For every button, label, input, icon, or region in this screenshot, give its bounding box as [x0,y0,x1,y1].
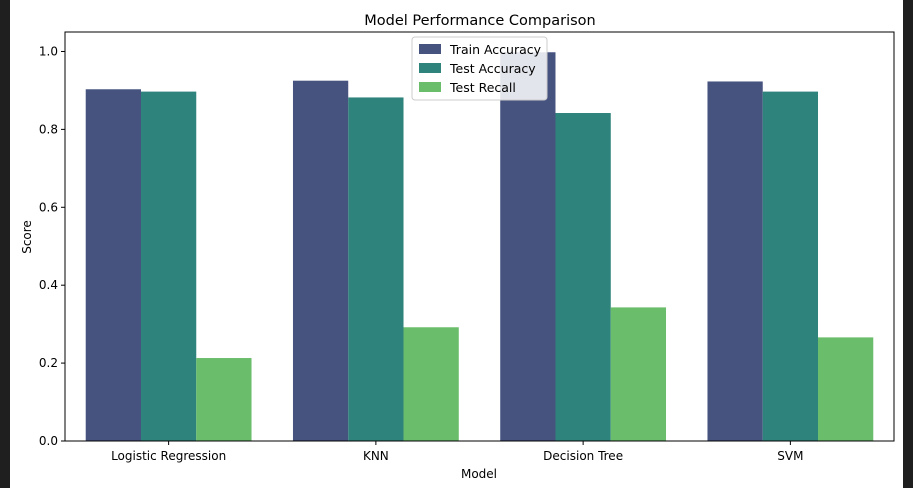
bar-test-accuracy-decision-tree [555,113,611,442]
y-axis-label: Score [20,220,34,254]
y-tick-label: 0.4 [39,278,58,292]
bar-test-recall-decision-tree [610,307,667,441]
legend-box [411,36,548,101]
bars-layer [85,52,874,442]
y-tick-label: 0.8 [39,122,58,136]
bar-train-accuracy-svm [707,81,763,442]
legend-label: Test Recall [449,80,516,95]
x-tick-label: SVM [777,449,803,463]
y-tick-label: 0.0 [39,434,58,448]
plot-frame [64,31,895,442]
bar-test-accuracy-knn [348,97,404,441]
bar-train-accuracy-knn [292,80,349,441]
legend-label: Train Accuracy [449,42,542,57]
legend-swatch [419,82,441,92]
bar-train-accuracy-logistic-regression [85,89,141,441]
chart-title: Model Performance Comparison [364,13,595,29]
y-tick-label: 0.2 [39,356,58,370]
x-tick-label: KNN [363,449,389,463]
y-axis: 0.0 0.2 0.4 0.6 0.8 1.0 [39,44,65,448]
y-tick-label: 0.6 [39,200,58,214]
legend: Train Accuracy Test Accuracy Test Recall [411,36,548,101]
bar-test-recall-knn [403,327,459,441]
y-tick-label: 1.0 [39,44,58,58]
bar-test-recall-logistic-regression [196,358,252,441]
legend-swatch [419,63,441,73]
legend-label: Test Accuracy [449,61,536,76]
x-axis-label: Model [461,467,497,481]
x-tick-label: Logistic Regression [111,449,226,463]
bar-test-accuracy-svm [762,91,819,442]
bar-train-accuracy-decision-tree [500,52,556,441]
bar-test-recall-svm [818,337,874,441]
x-axis: Logistic Regression KNN Decision Tree SVM [111,441,803,463]
legend-swatch [419,44,441,54]
bar-test-accuracy-logistic-regression [140,91,197,442]
x-tick-label: Decision Tree [543,449,623,463]
